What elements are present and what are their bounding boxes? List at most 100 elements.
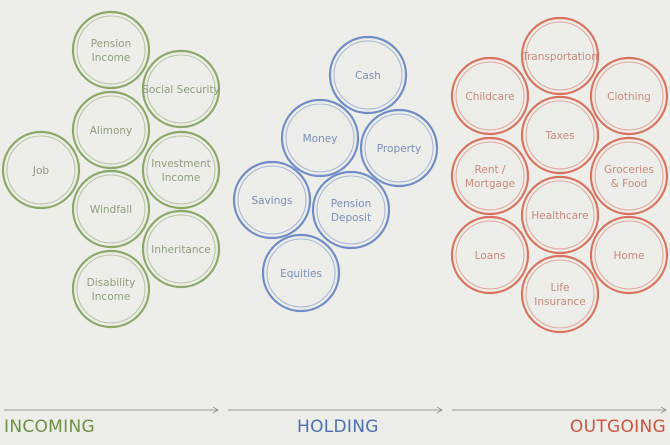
incoming-label: INCOMING bbox=[4, 417, 95, 437]
arrow-head-icon bbox=[660, 406, 667, 414]
bubble-outer-ring bbox=[450, 56, 530, 136]
bubble-label: Savings bbox=[251, 195, 292, 207]
outgoing-arrow bbox=[452, 406, 667, 414]
bubble-label: Disability bbox=[87, 277, 136, 289]
outgoing-bubble-groceries-food: Groceries & Food bbox=[589, 136, 669, 216]
bubble-outer-ring bbox=[232, 160, 312, 240]
bubble-inner-ring bbox=[455, 220, 525, 290]
bubble-inner-ring bbox=[285, 103, 355, 173]
bubble-label: Investment bbox=[151, 158, 210, 170]
bubble-label: Income bbox=[92, 291, 131, 303]
bubble-label: Pension bbox=[91, 38, 132, 50]
bubble-outer-ring bbox=[520, 16, 600, 96]
bubble-label: Taxes bbox=[545, 130, 575, 142]
bubble-label: Insurance bbox=[534, 296, 586, 308]
bubble-inner-ring bbox=[525, 100, 595, 170]
outgoing-bubble-life-insurance: Life Insurance bbox=[520, 254, 600, 334]
bubble-outer-ring bbox=[589, 136, 669, 216]
bubble-label: Property bbox=[377, 143, 421, 155]
incoming-to-holding-arrow bbox=[4, 406, 219, 414]
bubble-outer-ring bbox=[71, 90, 151, 170]
bubble-inner-ring bbox=[237, 165, 307, 235]
bubble-inner-ring bbox=[525, 21, 595, 91]
bubble-outer-ring bbox=[71, 10, 151, 90]
bubble-inner-ring bbox=[525, 259, 595, 329]
bubble-inner-ring bbox=[333, 40, 403, 110]
incoming-bubble-social-security: Social Security bbox=[141, 49, 221, 129]
bubble-label: Deposit bbox=[331, 212, 371, 224]
bubble-outer-ring bbox=[359, 108, 439, 188]
holding-bubble-savings: Savings bbox=[232, 160, 312, 240]
bubble-label: Pension bbox=[331, 198, 372, 210]
bubble-outer-ring bbox=[1, 130, 81, 210]
holding-bubble-pension-deposit: Pension Deposit bbox=[311, 170, 391, 250]
incoming-bubble-job: Job bbox=[1, 130, 81, 210]
bubble-inner-ring bbox=[146, 135, 216, 205]
bubble-inner-ring bbox=[76, 15, 146, 85]
bubble-inner-ring bbox=[594, 220, 664, 290]
bubble-label: Clothing bbox=[607, 91, 651, 103]
bubble-outer-ring bbox=[520, 175, 600, 255]
bubble-inner-ring bbox=[76, 174, 146, 244]
outgoing-bubble-transportation: Transportation bbox=[520, 16, 600, 96]
bubble-label: Income bbox=[92, 52, 131, 64]
arrow-head-icon bbox=[212, 406, 219, 414]
outgoing-bubble-taxes: Taxes bbox=[520, 95, 600, 175]
bubble-label: Money bbox=[303, 133, 338, 145]
bubble-label: Life bbox=[551, 282, 570, 294]
bubble-inner-ring bbox=[455, 141, 525, 211]
bubble-inner-ring bbox=[146, 214, 216, 284]
bubble-label: Groceries bbox=[604, 164, 654, 176]
bubble-label: Loans bbox=[475, 250, 506, 262]
bubble-outer-ring bbox=[520, 95, 600, 175]
bubble-inner-ring bbox=[364, 113, 434, 183]
incoming-bubble-disability-income: Disability Income bbox=[71, 249, 151, 329]
bubble-inner-ring bbox=[6, 135, 76, 205]
bubble-outer-ring bbox=[450, 136, 530, 216]
bubble-inner-ring bbox=[266, 238, 336, 308]
arrows-layer bbox=[4, 406, 667, 414]
incoming-bubble-inheritance: Inheritance bbox=[141, 209, 221, 289]
bubble-outer-ring bbox=[141, 49, 221, 129]
bubble-outer-ring bbox=[71, 249, 151, 329]
bubble-label: Equities bbox=[280, 268, 322, 280]
holding-to-outgoing-arrow bbox=[228, 406, 443, 414]
outgoing-bubble-rent-mortgage: Rent / Mortgage bbox=[450, 136, 530, 216]
bubble-label: Social Security bbox=[142, 84, 220, 96]
bubble-label: Alimony bbox=[90, 125, 133, 137]
holding-label: HOLDING bbox=[297, 417, 379, 437]
holding-bubble-property: Property bbox=[359, 108, 439, 188]
bubble-outer-ring bbox=[280, 98, 360, 178]
holding-bubble-money: Money bbox=[280, 98, 360, 178]
bubble-outer-ring bbox=[141, 209, 221, 289]
outgoing-bubble-loans: Loans bbox=[450, 215, 530, 295]
incoming-bubble-pension-income: Pension Income bbox=[71, 10, 151, 90]
outgoing-bubble-childcare: Childcare bbox=[450, 56, 530, 136]
bubble-outer-ring bbox=[311, 170, 391, 250]
outgoing-label: OUTGOING bbox=[569, 417, 666, 437]
outgoing-bubble-clothing: Clothing bbox=[589, 56, 669, 136]
incoming-bubble-alimony: Alimony bbox=[71, 90, 151, 170]
incoming-bubble-investment-income: Investment Income bbox=[141, 130, 221, 210]
bubble-inner-ring bbox=[455, 61, 525, 131]
bubble-inner-ring bbox=[594, 141, 664, 211]
incoming-bubble-windfall: Windfall bbox=[71, 169, 151, 249]
bubble-outer-ring bbox=[261, 233, 341, 313]
bubble-label: Cash bbox=[355, 70, 381, 82]
bubble-inner-ring bbox=[316, 175, 386, 245]
bubble-outer-ring bbox=[450, 215, 530, 295]
bubble-inner-ring bbox=[76, 254, 146, 324]
bubble-label: Inheritance bbox=[151, 244, 211, 256]
bubble-label: Mortgage bbox=[465, 178, 515, 190]
bubble-inner-ring bbox=[76, 95, 146, 165]
outgoing-bubble-home: Home bbox=[589, 215, 669, 295]
bubble-outer-ring bbox=[328, 35, 408, 115]
bubble-label: Childcare bbox=[465, 91, 514, 103]
bubble-inner-ring bbox=[146, 54, 216, 124]
outgoing-bubble-healthcare: Healthcare bbox=[520, 175, 600, 255]
holding-bubble-cash: Cash bbox=[328, 35, 408, 115]
bubble-label: Transportation bbox=[521, 51, 598, 63]
bubble-label: Windfall bbox=[90, 204, 132, 216]
bubbles-layer: Pension Income Social Security Alimony Job In… bbox=[1, 10, 669, 334]
